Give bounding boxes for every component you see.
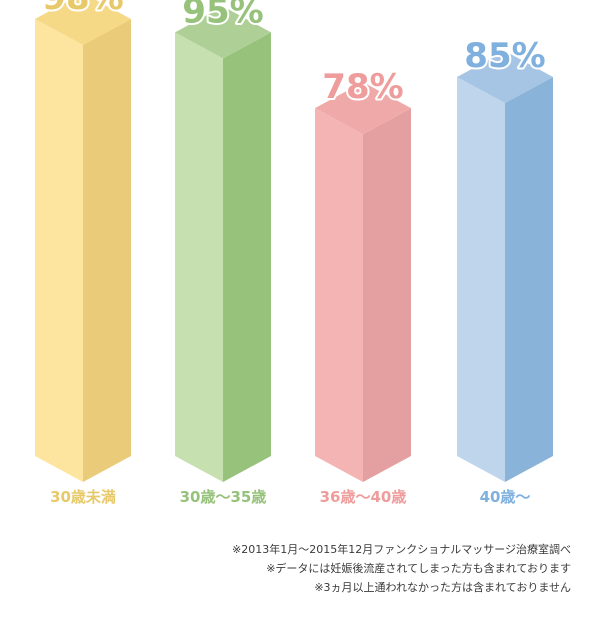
bar-left-face [35,19,83,482]
data-label-1: 98% [42,0,123,18]
bar-top-face [175,6,271,59]
bar-right-face [363,108,411,483]
data-label-2: 95% [182,0,263,31]
category-label-4: 40歳〜 [480,488,531,506]
category-label-3: 36歳〜40歳 [320,488,407,506]
bar-3 [315,82,411,483]
bar-right-face [223,32,271,482]
data-label-4: 85% [464,36,545,76]
bars-layer [35,0,553,483]
data-label-3: 78% [322,67,403,107]
category-label-1: 30歳未満 [50,488,116,506]
bar-1 [35,0,131,482]
bar-left-face [175,32,223,482]
bar-right-face [505,76,553,482]
bar-right-face [83,19,131,482]
bar-left-face [315,108,363,483]
footnote-survey-period: ※2013年1月〜2015年12月ファンクショナルマッサージ治療室調べ [232,543,571,556]
bar-4 [457,50,553,482]
footnotes: ※2013年1月〜2015年12月ファンクショナルマッサージ治療室調べ ※データ… [121,540,571,597]
footnote-miscarriage-included: ※データには妊娠後流産されてしまった方も含まれております [266,562,571,575]
category-label-2: 30歳〜35歳 [180,488,267,506]
bar-top-face [457,50,553,103]
bar-left-face [457,76,505,482]
labels-layer: 98% 30歳未満 95% 30歳〜35歳 78% 36歳〜40歳 85% 40歳〜 [40,0,547,506]
bar-2 [175,6,271,482]
footnote-short-attendance-excluded: ※3ヵ月以上通われなかった方は含まれておりません [314,581,571,594]
bar-top-face [315,82,411,135]
bar-top-face [35,0,131,45]
